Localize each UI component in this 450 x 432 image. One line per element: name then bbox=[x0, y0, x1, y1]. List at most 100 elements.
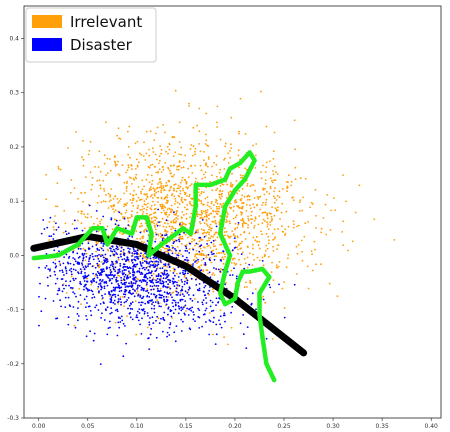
data-point bbox=[96, 201, 99, 204]
data-point bbox=[162, 295, 165, 298]
data-point bbox=[224, 320, 226, 323]
data-point bbox=[83, 280, 86, 282]
data-point bbox=[136, 257, 139, 260]
data-point bbox=[127, 247, 129, 250]
data-point bbox=[148, 148, 150, 151]
data-point bbox=[64, 222, 67, 225]
data-point bbox=[120, 279, 123, 282]
data-point bbox=[193, 232, 196, 235]
data-point bbox=[184, 199, 187, 201]
data-point bbox=[110, 290, 113, 292]
data-point bbox=[243, 258, 246, 260]
data-point bbox=[152, 200, 154, 203]
data-point bbox=[138, 270, 141, 273]
data-point bbox=[77, 257, 80, 259]
data-point bbox=[72, 250, 75, 253]
data-point bbox=[240, 211, 242, 214]
data-point bbox=[169, 269, 172, 272]
data-point bbox=[136, 310, 139, 313]
annotation-layer bbox=[30, 150, 308, 383]
data-point bbox=[107, 192, 110, 195]
data-point bbox=[59, 262, 62, 265]
data-point bbox=[143, 203, 146, 206]
data-point bbox=[52, 233, 55, 236]
data-point bbox=[293, 119, 296, 122]
data-point bbox=[103, 262, 105, 264]
data-point bbox=[175, 190, 178, 193]
data-point bbox=[148, 323, 151, 326]
data-point bbox=[133, 189, 135, 192]
data-point bbox=[254, 288, 257, 290]
data-point bbox=[204, 262, 207, 264]
data-point bbox=[201, 177, 204, 180]
data-point bbox=[145, 178, 148, 181]
data-point bbox=[182, 273, 185, 276]
data-point bbox=[141, 287, 144, 290]
data-point bbox=[103, 260, 106, 262]
data-point bbox=[272, 279, 275, 281]
x-tick-label: 0.05 bbox=[81, 423, 95, 430]
data-point bbox=[160, 197, 163, 200]
data-point bbox=[149, 264, 152, 266]
data-point bbox=[83, 253, 86, 255]
data-point bbox=[133, 265, 136, 268]
data-point bbox=[173, 211, 175, 214]
data-point bbox=[211, 288, 214, 291]
data-point bbox=[113, 218, 116, 221]
data-point bbox=[209, 276, 212, 279]
data-point bbox=[215, 225, 218, 228]
data-point bbox=[200, 214, 203, 216]
data-point bbox=[82, 247, 85, 250]
data-point bbox=[160, 152, 163, 155]
data-point bbox=[163, 237, 166, 240]
data-point bbox=[106, 157, 109, 160]
data-point bbox=[342, 244, 345, 247]
data-point bbox=[115, 252, 117, 254]
data-point bbox=[205, 307, 208, 310]
data-point bbox=[173, 299, 176, 302]
data-point bbox=[258, 240, 261, 243]
data-point bbox=[152, 220, 155, 223]
data-point bbox=[104, 293, 106, 295]
data-point bbox=[85, 315, 87, 317]
data-point bbox=[54, 266, 57, 269]
data-point bbox=[198, 236, 201, 239]
data-point bbox=[141, 188, 144, 191]
data-point bbox=[138, 308, 141, 310]
x-tick-label: 0.35 bbox=[375, 423, 389, 430]
data-point bbox=[95, 244, 98, 246]
data-point bbox=[177, 215, 179, 217]
data-point bbox=[50, 235, 53, 238]
data-point bbox=[55, 229, 58, 231]
data-point bbox=[132, 197, 134, 200]
data-point bbox=[115, 279, 118, 282]
data-point bbox=[87, 240, 90, 243]
data-point bbox=[73, 187, 76, 190]
data-point bbox=[166, 216, 169, 218]
data-point bbox=[212, 243, 215, 245]
data-point bbox=[154, 216, 157, 219]
data-point bbox=[171, 231, 173, 234]
data-point bbox=[112, 204, 115, 206]
data-point bbox=[146, 230, 148, 232]
data-point bbox=[53, 249, 56, 252]
data-point bbox=[153, 216, 156, 219]
data-point bbox=[215, 304, 217, 306]
data-point bbox=[192, 126, 195, 129]
data-point bbox=[237, 248, 239, 251]
data-point bbox=[182, 187, 184, 190]
data-point bbox=[169, 281, 171, 284]
data-point bbox=[153, 258, 155, 261]
data-point bbox=[123, 216, 126, 219]
data-point bbox=[176, 218, 179, 220]
data-point bbox=[115, 260, 117, 263]
data-point bbox=[262, 189, 265, 191]
data-point bbox=[126, 275, 129, 277]
data-point bbox=[118, 174, 121, 177]
data-point bbox=[137, 186, 140, 188]
data-point bbox=[77, 272, 80, 275]
data-point bbox=[154, 260, 157, 263]
data-point bbox=[206, 209, 209, 211]
data-point bbox=[85, 287, 88, 289]
data-point bbox=[286, 190, 288, 193]
